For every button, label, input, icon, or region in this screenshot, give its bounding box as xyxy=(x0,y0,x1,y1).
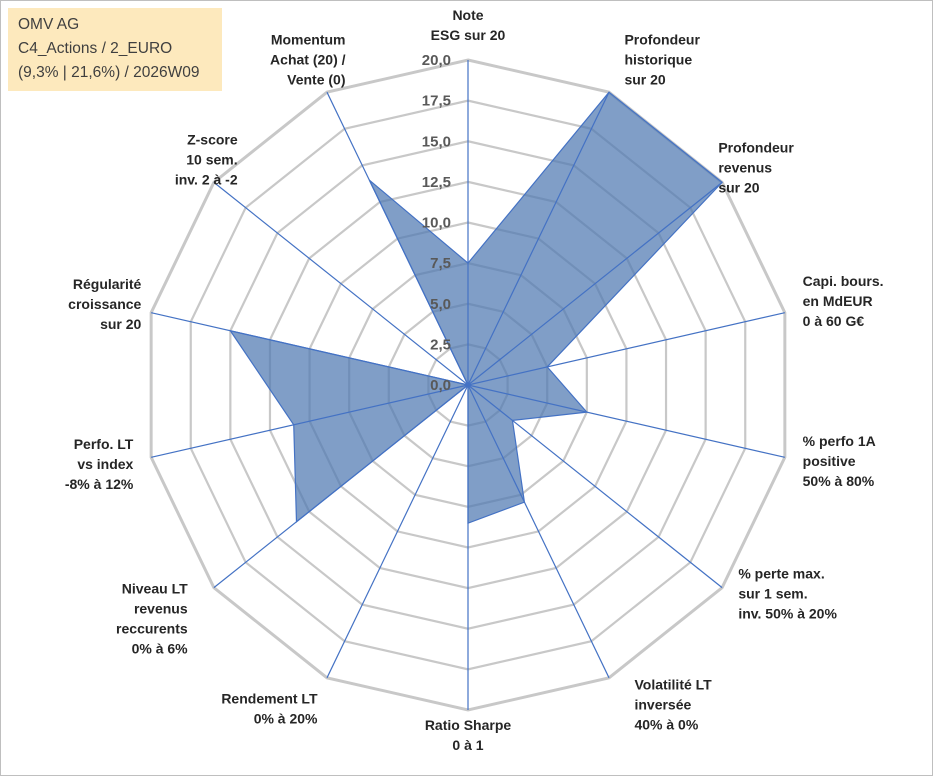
axis-spoke-6 xyxy=(467,384,610,679)
axis-label-3: Capi. bours. en MdEUR 0 à 60 G€ xyxy=(803,273,884,329)
axis-label-5: % perte max. sur 1 sem. inv. 50% à 20% xyxy=(738,565,837,621)
axis-spoke-2 xyxy=(467,181,723,386)
axis-label-10: Perfo. LT vs index -8% à 12% xyxy=(65,436,134,492)
axis-spoke-8 xyxy=(326,384,469,679)
axis-spoke-13 xyxy=(326,91,469,386)
tick-label-2: 5,0 xyxy=(430,296,451,313)
axis-spoke-5 xyxy=(467,384,723,589)
axis-label-0: Note ESG sur 20 xyxy=(431,7,506,43)
axis-spoke-12 xyxy=(213,181,469,386)
period-line: (9,3% | 21,6%) / 2026W09 xyxy=(18,64,200,81)
category-line: C4_Actions / 2_EURO xyxy=(18,40,173,57)
data-series-area xyxy=(229,91,723,524)
axis-spoke-3 xyxy=(467,312,785,386)
axis-label-6: Volatilité LT inversée 40% à 0% xyxy=(634,676,712,732)
axis-spoke-9 xyxy=(213,384,469,589)
axis-label-1: Profondeur historique sur 20 xyxy=(624,32,700,88)
axis-label-4: % perfo 1A positive 50% à 80% xyxy=(803,433,876,489)
axis-label-12: Z-score 10 sem. inv. 2 à -2 xyxy=(175,132,238,188)
info-box: OMV AG C4_Actions / 2_EURO (9,3% | 21,6%… xyxy=(8,8,222,91)
tick-label-0: 0,0 xyxy=(430,377,451,394)
tick-label-6: 15,0 xyxy=(422,133,451,150)
axis-label-13: Momentum Achat (20) / Vente (0) xyxy=(270,32,346,88)
company-name: OMV AG xyxy=(18,16,80,33)
axis-label-2: Profondeur revenus sur 20 xyxy=(718,140,794,196)
axis-spoke-4 xyxy=(467,384,785,458)
axis-spoke-1 xyxy=(467,91,610,386)
axis-label-11: Régularité croissance sur 20 xyxy=(68,276,141,332)
axis-spoke-10 xyxy=(151,384,469,458)
tick-label-5: 12,5 xyxy=(422,174,451,191)
tick-label-1: 2,5 xyxy=(430,336,451,353)
axis-label-8: Rendement LT 0% à 20% xyxy=(221,690,318,726)
axis-label-7: Ratio Sharpe 0 à 1 xyxy=(425,717,512,753)
tick-label-3: 7,5 xyxy=(430,255,451,272)
axis-spoke-11 xyxy=(151,312,469,386)
axis-label-9: Niveau LT revenus reccurents 0% à 6% xyxy=(116,580,188,656)
tick-label-7: 17,5 xyxy=(422,93,451,110)
tick-label-8: 20,0 xyxy=(422,52,451,69)
tick-label-4: 10,0 xyxy=(422,215,451,232)
